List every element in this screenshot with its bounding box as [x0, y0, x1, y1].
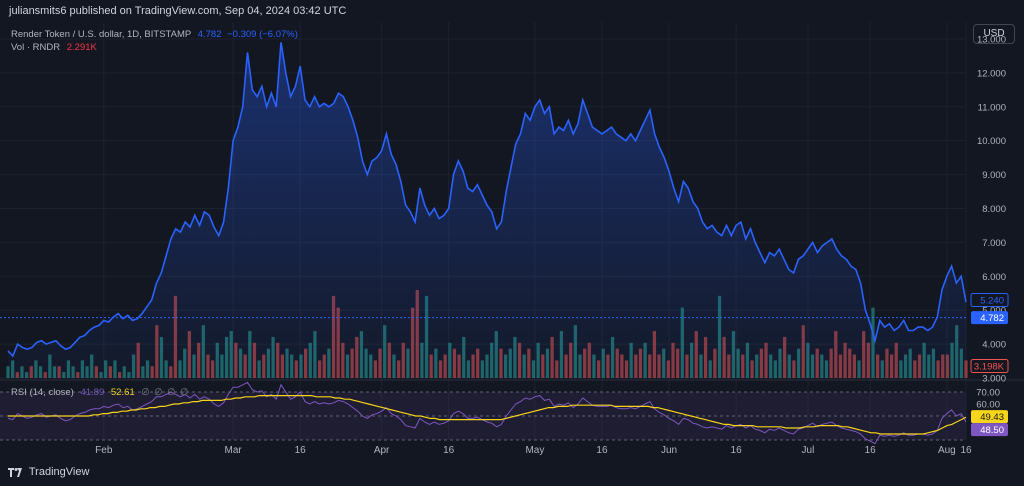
footer: TradingView	[8, 466, 89, 478]
x-tick-label: 16	[865, 445, 877, 456]
x-tick-label: 16	[960, 445, 972, 456]
y-tick-label: 9.000	[982, 170, 1006, 181]
last-price: 4.782	[197, 29, 222, 40]
y-axis: 13.000 12.000 11.000 10.000 9.000 8.000 7.000 6…	[976, 34, 1006, 434]
x-tick-label: Feb	[95, 445, 113, 456]
y-tick-label: 10.000	[977, 136, 1006, 147]
axis-price-labels: 5.240 4.782 3.198K 49.43 48.50	[970, 293, 1009, 437]
y-tick-label: 11.000	[978, 102, 1006, 113]
publish-info: juliansmits6 published on TradingView.co…	[9, 5, 347, 17]
y-tick-label: 7.000	[982, 238, 1006, 249]
price-line	[7, 42, 967, 358]
volume-label: 3.198K	[974, 362, 1005, 373]
rsi-pane	[0, 379, 1024, 445]
volume-label-bg	[970, 359, 1009, 373]
x-tick-label: 16	[295, 445, 307, 456]
y-tick-label: 4.000	[982, 340, 1006, 351]
tradingview-logo-icon	[8, 467, 22, 477]
currency-button[interactable]: USD	[973, 24, 1015, 44]
y-tick-label: 12.000	[977, 68, 1006, 79]
y-tick-label: 3.000	[982, 374, 1006, 385]
rsi-ma-label-bg	[971, 410, 1008, 424]
x-tick-label: 16	[596, 445, 608, 456]
x-tick-label: Mar	[225, 445, 243, 456]
rsi-label: RSI (14, close)	[11, 387, 74, 398]
volume-value: 2.291K	[66, 42, 97, 53]
rsi-value-label: 48.50	[980, 425, 1004, 436]
y-tick-label: 8.000	[982, 204, 1006, 215]
x-tick-label: 16	[443, 445, 455, 456]
rsi-ma-value: 52.61	[110, 387, 135, 398]
rsi-value-label-bg	[971, 423, 1008, 437]
rsi-extra-values: ∅ ∅ ∅ ∅	[141, 387, 190, 398]
rsi-tick-label: 70.00	[976, 388, 1000, 399]
price-change: −0.309 (−6.07%)	[227, 29, 298, 40]
x-tick-label: Jun	[661, 445, 677, 456]
x-tick-label: Jul	[802, 445, 815, 456]
rsi-ma-line	[8, 395, 967, 435]
x-tick-label: 16	[731, 445, 743, 456]
header: juliansmits6 published on TradingView.co…	[0, 0, 1024, 22]
chart-legend: Render Token / U.S. dollar, 1D, BITSTAMP…	[11, 28, 298, 54]
rsi-legend: RSI (14, close) 41.89 52.61 ∅ ∅ ∅ ∅	[11, 387, 189, 398]
x-tick-label: May	[525, 445, 544, 456]
last-price-label: 4.782	[980, 313, 1004, 324]
rsi-value: 41.89	[80, 387, 105, 398]
x-axis: Feb Mar 16 Apr 16 May 16 Jun 16 Jul 16 Aug 16	[95, 445, 972, 456]
volume-label: Vol · RNDR	[11, 42, 61, 53]
symbol-label: Render Token / U.S. dollar, 1D, BITSTAMP	[11, 29, 192, 40]
y-tick-label: 13.000	[977, 34, 1006, 45]
last-price-label-bg	[971, 311, 1008, 325]
x-tick-label: Apr	[374, 445, 390, 456]
y-tick-label: 6.000	[982, 272, 1006, 283]
prev-close-label: 5.240	[980, 296, 1004, 307]
rsi-tick-label: 60.00	[976, 400, 1000, 411]
prev-close-label-bg	[970, 293, 1009, 308]
rsi-ma-label: 49.43	[980, 412, 1004, 423]
brand-name: TradingView	[28, 466, 90, 478]
price-area	[8, 42, 966, 379]
x-tick-label: Aug	[938, 445, 956, 456]
